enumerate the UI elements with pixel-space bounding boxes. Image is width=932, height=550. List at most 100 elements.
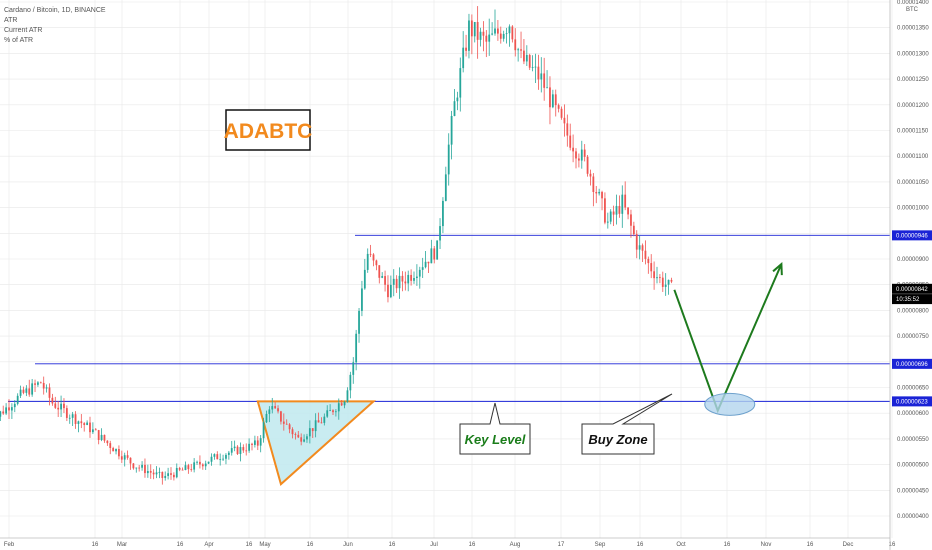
candle-body (242, 447, 245, 451)
candle-body (5, 407, 8, 414)
candle-body (387, 284, 389, 298)
indicator-percent-atr: % of ATR (4, 37, 33, 44)
candle-body (554, 94, 557, 106)
y-tick-label: 0.00001350 (897, 26, 929, 32)
candle-body (251, 443, 253, 445)
candle-body (424, 261, 427, 268)
candle-body (410, 274, 413, 281)
candle-body (222, 458, 224, 460)
candle-body (549, 87, 551, 108)
candle-body (641, 245, 644, 251)
candle-body (326, 410, 329, 417)
candle-body (83, 423, 86, 425)
candle-body (384, 276, 386, 285)
resistance-tag-box (892, 230, 932, 241)
candle-body (89, 422, 91, 433)
x-tick-label: Jun (343, 542, 353, 548)
candle-body (190, 469, 193, 470)
candle-body (60, 403, 62, 410)
key-level-callout-box (459, 402, 531, 455)
candle-body (94, 429, 97, 431)
candle-body (225, 454, 227, 459)
candle-body (502, 33, 505, 39)
x-tick-label: Jul (430, 542, 438, 548)
candle-body (291, 429, 294, 435)
x-tick-label: 16 (92, 542, 99, 548)
candle-body (557, 105, 560, 109)
candle-body (103, 434, 106, 441)
candle-body (181, 469, 184, 471)
candle-body (621, 194, 624, 214)
candle-body (297, 434, 300, 438)
candle-body (193, 462, 196, 470)
candle-body (465, 47, 467, 51)
candle-body (123, 455, 126, 460)
indicator-atr: ATR (4, 17, 17, 24)
candle-body (546, 87, 548, 89)
key-level-callout: Key Level (459, 402, 531, 455)
candle-body (340, 403, 343, 406)
y-tick-label: 0.00001100 (897, 154, 929, 160)
candle-body (109, 443, 112, 449)
candle-body (22, 389, 25, 393)
candle-body (528, 54, 531, 68)
candle-body (71, 414, 74, 418)
y-tick-label: 0.00001400 (897, 0, 929, 6)
candle-body (141, 464, 143, 468)
candle-body (308, 428, 311, 437)
candle-body (375, 260, 378, 266)
candle-body (236, 446, 239, 454)
candle-body (508, 26, 511, 34)
candle-body (407, 274, 410, 284)
candle-body (523, 50, 525, 62)
candle-body (317, 420, 320, 423)
candle-body (413, 278, 415, 281)
candle-body (210, 456, 213, 462)
countdown-tag-box (892, 294, 932, 305)
candle-body (314, 420, 317, 432)
candle-body (149, 471, 152, 473)
candle-body (488, 34, 491, 42)
candle-body (288, 424, 291, 430)
candle-body (514, 39, 517, 51)
candle-body (355, 333, 358, 363)
mid-level-tag-box (892, 358, 932, 369)
candle-body (132, 463, 135, 469)
candle-body (473, 21, 476, 37)
candle-body (337, 403, 340, 412)
candle-body (494, 28, 496, 34)
candle-body (372, 254, 375, 261)
candle-body (583, 149, 586, 157)
candle-body (632, 225, 635, 235)
y-tick-label: 0.00001300 (897, 51, 929, 57)
y-tick-label: 0.00000750 (897, 334, 929, 340)
candle-body (294, 434, 297, 435)
candle-body (398, 275, 401, 289)
candle-body (395, 278, 398, 289)
candle-body (537, 66, 540, 80)
candle-body (112, 448, 115, 452)
candle-body (187, 465, 190, 470)
candle-body (311, 428, 314, 432)
buy-zone-callout: Buy Zone (581, 393, 673, 455)
x-tick-label: Sep (595, 542, 606, 548)
candle-body (361, 288, 363, 311)
candle-body (91, 429, 94, 433)
buy-zone-label: Buy Zone (588, 432, 647, 447)
candle-body (418, 269, 421, 277)
candle-body (601, 191, 603, 199)
y-tick-label: 0.00001050 (897, 180, 929, 186)
candle-body (653, 271, 656, 279)
candle-body (8, 407, 10, 411)
candle-body (499, 33, 502, 39)
x-tick-label: Apr (204, 542, 213, 548)
candle-body (175, 468, 178, 478)
candle-body (592, 176, 595, 193)
x-tick-label: May (259, 542, 270, 548)
candle-body (0, 411, 2, 417)
x-tick-label: 16 (389, 542, 396, 548)
countdown-tag: 10:35:52 (896, 297, 920, 303)
candle-body (268, 409, 271, 414)
candle-body (650, 263, 653, 272)
